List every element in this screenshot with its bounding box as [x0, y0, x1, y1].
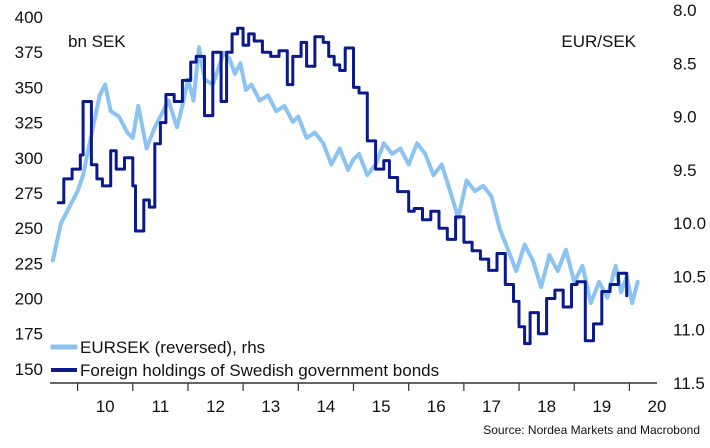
left-tick-label: 175 [15, 325, 43, 344]
right-tick-label: 8.0 [673, 1, 697, 20]
x-tick-label: 15 [372, 397, 391, 416]
right-axis: 8.0 8.5 9.0 9.5 10.0 10.5 11.0 11.5 [673, 1, 706, 393]
legend-label-foreign-holdings: Foreign holdings of Swedish government b… [80, 361, 439, 380]
left-tick-label: 275 [15, 184, 43, 203]
x-tick-label: 19 [592, 397, 611, 416]
left-axis: 400 375 350 325 300 275 250 225 200 175 150 [15, 8, 43, 379]
x-tick-label: 17 [482, 397, 501, 416]
x-tick-label: 14 [316, 397, 335, 416]
right-tick-label: 9.0 [673, 108, 697, 127]
left-tick-label: 225 [15, 254, 43, 273]
right-tick-label: 9.5 [673, 161, 697, 180]
left-tick-label: 375 [15, 43, 43, 62]
right-tick-label: 8.5 [673, 54, 697, 73]
left-tick-label: 200 [15, 290, 43, 309]
x-tick-label: 20 [648, 397, 667, 416]
series-eursek-line [50, 45, 640, 306]
left-tick-label: 250 [15, 219, 43, 238]
plot-area [50, 26, 640, 346]
legend-label-eursek: EURSEK (reversed), rhs [80, 338, 265, 357]
x-axis: 10 11 12 13 14 15 16 17 18 19 20 [76, 383, 667, 416]
left-tick-label: 400 [15, 8, 43, 27]
right-tick-label: 10.5 [673, 267, 706, 286]
left-tick-label: 300 [15, 149, 43, 168]
x-tick-label: 18 [537, 397, 556, 416]
right-tick-label: 11.0 [673, 321, 705, 340]
x-tick-label: 16 [427, 397, 446, 416]
x-tick-label: 13 [261, 397, 280, 416]
series-foreign-holdings-line [56, 26, 629, 346]
x-tick-label: 11 [152, 397, 170, 416]
source-note: Source: Nordea Markets and Macrobond [483, 423, 700, 437]
left-unit-label: bn SEK [68, 32, 126, 51]
right-unit-label: EUR/SEK [561, 32, 636, 51]
left-tick-label: 150 [15, 360, 43, 379]
left-tick-label: 325 [15, 114, 43, 133]
legend: EURSEK (reversed), rhs Foreign holdings … [50, 338, 439, 380]
right-tick-label: 10.0 [673, 214, 706, 233]
x-tick-label: 12 [206, 397, 225, 416]
right-tick-label: 11.5 [673, 374, 705, 393]
x-tick-label: 10 [96, 397, 115, 416]
left-tick-label: 350 [15, 78, 43, 97]
